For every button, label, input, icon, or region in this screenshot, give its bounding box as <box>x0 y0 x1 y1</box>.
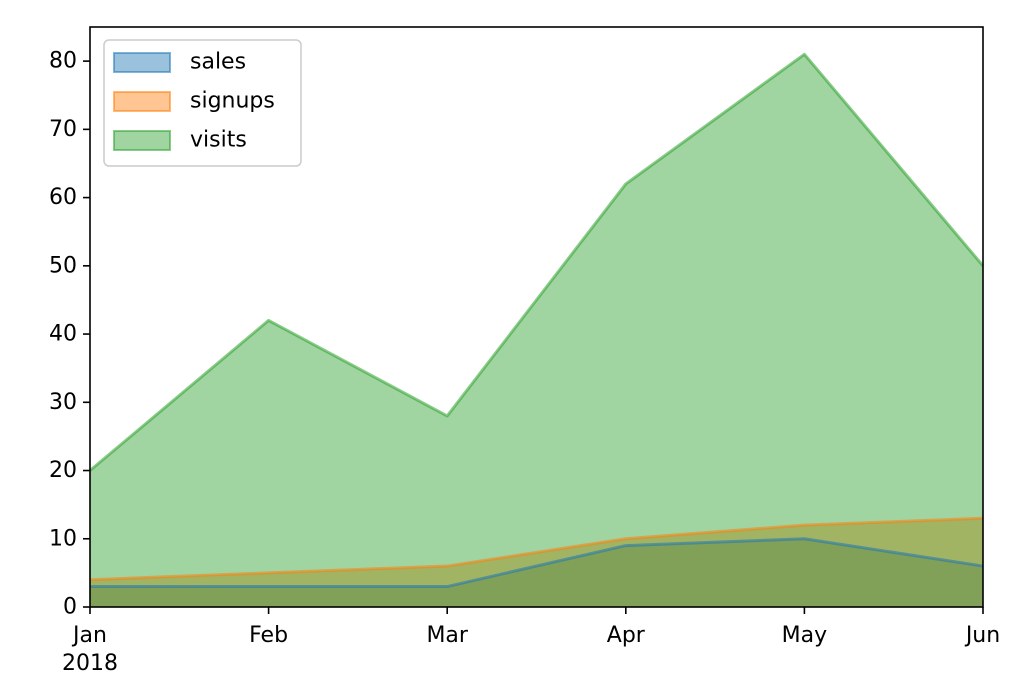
line-signups <box>89 516 984 582</box>
x-tick-label-Mar: Mar <box>426 623 468 648</box>
y-tick-label-0: 0 <box>63 595 77 620</box>
x-tick-label-Jan: Jan <box>71 623 107 648</box>
legend-swatch-visits <box>113 130 171 151</box>
legend-label-signups: signups <box>190 89 275 114</box>
x-axis: Jan Feb Mar Apr May Jun 2018 <box>62 607 1000 676</box>
plot-frame <box>89 26 984 608</box>
legend-label-sales: sales <box>190 50 246 75</box>
x-tick-label-May: May <box>782 623 827 648</box>
x-tick-sublabel-year: 2018 <box>62 651 118 676</box>
y-tick-label-50: 50 <box>49 253 77 278</box>
y-tick-label-60: 60 <box>49 185 77 210</box>
y-tick-label-70: 70 <box>49 117 77 142</box>
legend-swatch-signups <box>113 91 171 112</box>
legend: sales signups visits <box>103 39 302 167</box>
y-tick-label-10: 10 <box>49 526 77 551</box>
lines-layer <box>89 52 985 589</box>
x-tick-label-Jun: Jun <box>964 623 1000 648</box>
legend-swatch-sales <box>113 52 171 73</box>
legend-label-visits: visits <box>190 128 247 153</box>
area-sales <box>90 538 983 607</box>
x-tick-label-Apr: Apr <box>607 623 646 648</box>
area-visits <box>90 54 983 607</box>
y-tick-label-40: 40 <box>49 322 77 347</box>
y-tick-label-20: 20 <box>49 458 77 483</box>
y-tick-label-80: 80 <box>49 49 77 74</box>
line-sales <box>90 537 984 589</box>
line-visits <box>89 52 985 472</box>
x-tick-label-Feb: Feb <box>249 623 288 648</box>
y-axis: 0 10 20 30 40 50 60 70 80 <box>49 49 90 620</box>
y-tick-label-30: 30 <box>49 390 77 415</box>
